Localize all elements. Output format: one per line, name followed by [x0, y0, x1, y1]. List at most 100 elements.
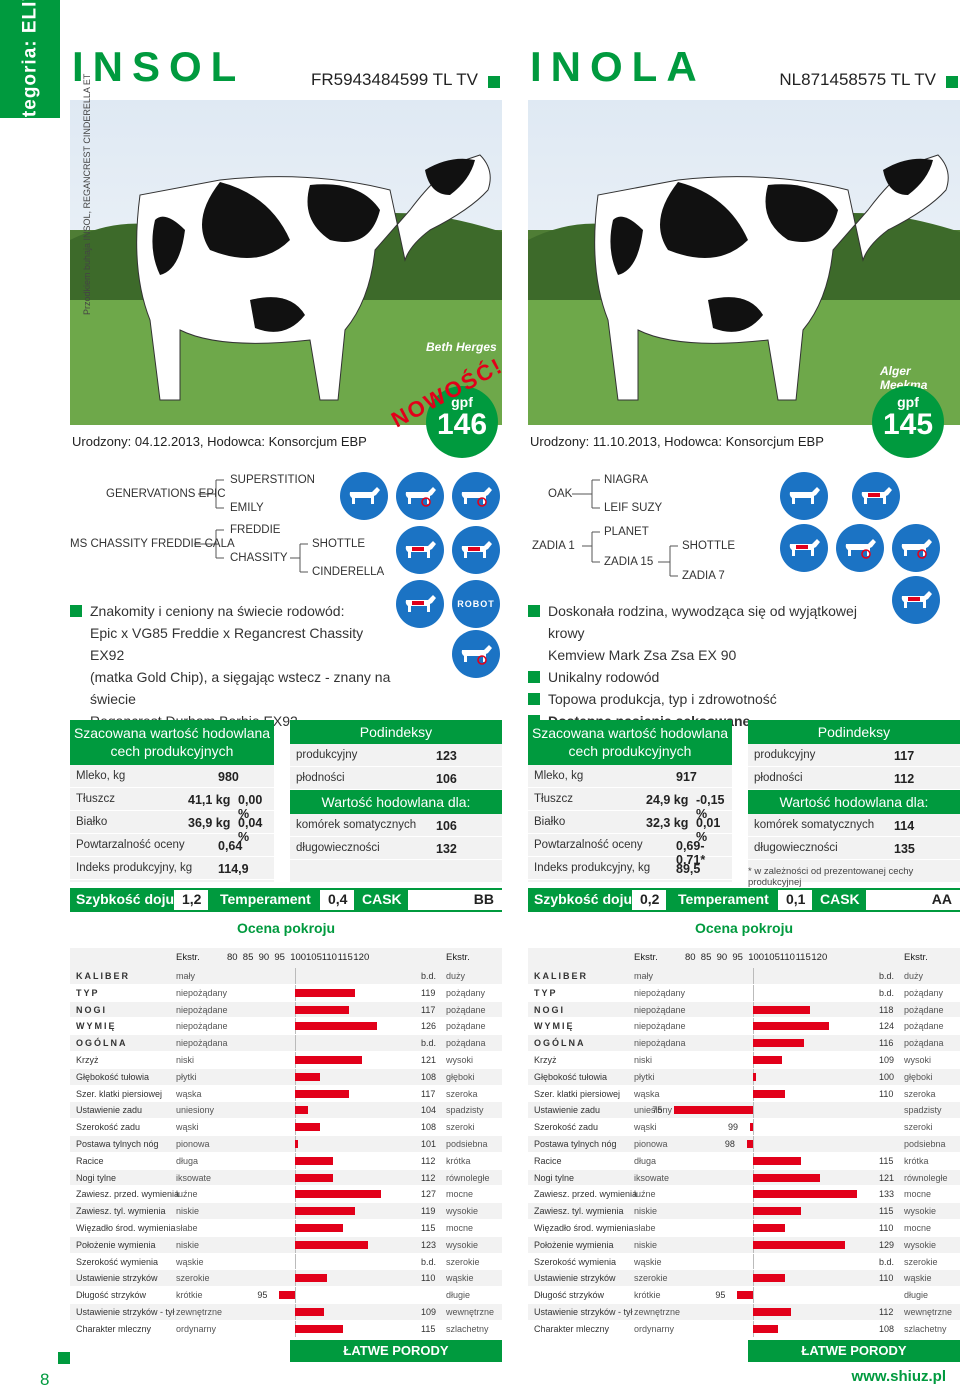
trait-bar	[295, 1274, 327, 1283]
trait-name: Ustawienie zadu	[534, 1105, 601, 1116]
linear-row: Długość strzyków krótkie długie 95	[528, 1287, 960, 1304]
linear-row: Głębokość tułowia płytki głęboki 108	[70, 1068, 502, 1086]
subindex-header: Podindeksy	[290, 720, 502, 744]
description-item: Epic x VG85 Freddie x Regancrest Chassit…	[70, 622, 400, 666]
linear-traits-table: Ekstr. 80 85 90 95 100 105 110 115 120 Ekstr. KALIB…	[528, 948, 960, 1338]
udder-icon	[836, 524, 884, 572]
trait-score: 112	[879, 1306, 894, 1317]
trait-icons: ROBOT	[340, 472, 510, 692]
trait-low: niepożądane	[634, 1004, 686, 1015]
gpf-badge: gpf 145	[872, 386, 944, 458]
gpf-value: 145	[882, 408, 934, 441]
health-label: długowieczności	[754, 842, 838, 854]
subindex-value: 123	[436, 749, 457, 763]
trait-low: krótkie	[176, 1290, 203, 1301]
trait-name: Szerokość wymienia	[534, 1256, 617, 1267]
linear-row: OGÓLNA niepożądana pożądana 116	[528, 1035, 960, 1052]
trait-score: 118	[879, 1004, 894, 1015]
website-link[interactable]: www.shiuz.pl	[851, 1368, 946, 1385]
pedigree-ddd_s: SHOTTLE	[682, 540, 736, 552]
bull-column-insol: INSOL FR5943484599 TL TV Beth Herges Uro…	[70, 0, 507, 1394]
trait-score: b.d.	[421, 1038, 437, 1049]
trait-high: pożądany	[904, 987, 944, 998]
subindex-label: produkcyjny	[296, 749, 358, 761]
milk-icon	[452, 526, 500, 574]
scale-tick: 115	[795, 952, 811, 963]
trait-high: szeroka	[904, 1088, 936, 1099]
description-text: (matka Gold Chip), a sięgając wstecz - z…	[90, 669, 391, 707]
trait-high: szeroka	[446, 1088, 478, 1099]
trait-bar	[295, 1005, 349, 1014]
health-label: komórek somatycznych	[754, 819, 875, 831]
breeding-row-mleko: Mleko, kg 980	[70, 765, 274, 788]
breeding-row-tluszcz: Tłuszcz 24,9 kg -0,15 %	[528, 788, 732, 821]
trait-name: Szerokość zadu	[76, 1122, 141, 1133]
milking-traits-strip: Szybkość doju 0,2 Temperament 0,1 CASK AA	[528, 888, 960, 912]
trait-name: Szerokość zadu	[534, 1122, 599, 1133]
scale-tick: 80	[685, 952, 696, 963]
strip-item: CASK	[362, 891, 402, 907]
breeding-label: Powtarzalność oceny	[76, 839, 185, 851]
udder-icon	[396, 472, 444, 520]
trait-score: 101	[421, 1138, 437, 1149]
breeding-value-table: Szacowana wartość hodowlana cech produkc…	[528, 720, 732, 882]
trait-bar	[295, 1123, 321, 1132]
trait-high: wysoki	[904, 1054, 932, 1065]
trait-bar	[753, 1223, 785, 1232]
trait-score: 124	[879, 1021, 895, 1032]
trait-high: duży	[904, 971, 924, 981]
linear-row: Ustawienie strzyków - tył zewnętrzne wewnę…	[528, 1303, 960, 1321]
bull-photo: Alger Meekma	[528, 100, 960, 425]
trait-low: niskie	[634, 1206, 658, 1217]
center-line	[753, 1287, 755, 1303]
trait-name: Krzyż	[76, 1054, 99, 1065]
trait-bar	[753, 1072, 757, 1081]
longevity-icon	[452, 630, 500, 678]
scale-tick: 85	[700, 952, 712, 963]
trait-score: 115	[421, 1323, 436, 1334]
trait-low: niepożądany	[634, 987, 686, 998]
trait-name: Nogi tylne	[534, 1172, 575, 1183]
trait-name: KALIBER	[76, 971, 130, 981]
center-line	[753, 1135, 755, 1152]
trait-name: Nogi tylne	[76, 1172, 117, 1183]
pedigree-ddd_d: ZADIA 7	[682, 570, 725, 582]
category-label: Kategoria: ELITA	[19, 0, 40, 144]
trait-score: 75	[652, 1105, 663, 1116]
trait-name: Racice	[76, 1155, 104, 1166]
trait-high: pożądane	[904, 1004, 944, 1015]
registration-marker	[488, 76, 500, 88]
trait-bar	[295, 1156, 334, 1165]
trait-name: NOGI	[76, 1004, 108, 1015]
trait-bar	[295, 1106, 308, 1115]
trait-bar	[753, 1055, 782, 1064]
trait-low: długa	[176, 1155, 199, 1166]
page-number: 8	[40, 1370, 50, 1389]
linear-row: Zawiesz. tyl. wymienia niskie wysokie 115	[528, 1203, 960, 1220]
center-line	[295, 1253, 297, 1270]
trait-bar	[295, 1055, 362, 1064]
trait-score: 104	[421, 1105, 437, 1116]
trait-high: spadzisty	[904, 1105, 942, 1116]
scale-tick: 110	[779, 952, 795, 963]
trait-bar	[753, 1022, 830, 1031]
trait-name: Ustawienie strzyków - tył	[76, 1306, 175, 1317]
breeding-value: 980	[218, 770, 239, 784]
birth-info: Urodzony: 04.12.2013, Hodowca: Konsorcju…	[72, 434, 367, 449]
strip-item: BB	[408, 890, 502, 910]
scale-tick: 80	[227, 952, 238, 963]
trait-name: Długość strzyków	[534, 1290, 605, 1301]
trait-high: szeroki	[904, 1122, 933, 1133]
linear-row: Postawa tylnych nóg pionowa podsiebna 98	[528, 1135, 960, 1153]
trait-score: 119	[421, 987, 436, 998]
trait-high: pożądana	[904, 1038, 944, 1049]
subindex-value: 106	[436, 772, 457, 786]
subindex-row: płodności 112	[748, 767, 960, 790]
breeding-label: Powtarzalność oceny	[534, 839, 643, 851]
trait-low: ordynarny	[634, 1323, 675, 1334]
trait-bar	[295, 1223, 343, 1232]
trait-score: 98	[724, 1138, 735, 1149]
feet-icon	[452, 472, 500, 520]
linear-row: Szerokość zadu wąski szeroki 99	[528, 1119, 960, 1136]
linear-row: Więzadło środ. wymienia słabe mocne 115	[70, 1219, 502, 1237]
